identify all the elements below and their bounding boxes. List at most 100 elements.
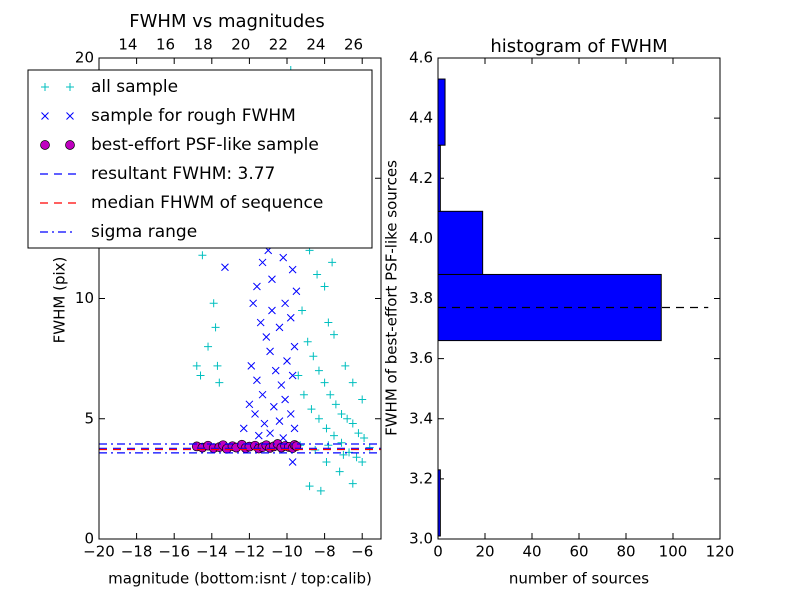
legend-label: best-effort PSF-like sample	[91, 135, 319, 155]
point	[339, 450, 348, 459]
legend-label: median FHWM of sequence	[91, 193, 323, 213]
point	[322, 458, 331, 467]
point	[320, 378, 329, 387]
point	[269, 402, 278, 411]
point	[211, 323, 220, 332]
y-tick-label: 3.6	[409, 349, 433, 367]
point	[275, 417, 284, 426]
point	[314, 414, 323, 423]
point	[286, 410, 295, 418]
point	[286, 313, 295, 322]
legend-box	[27, 69, 373, 249]
top-tick-label: 14	[118, 36, 137, 54]
point	[358, 458, 367, 467]
top-tick-label: 24	[306, 36, 325, 54]
y-tick-label: 4.4	[409, 109, 433, 127]
y-axis-label: FWHM of best-effort PSF-like sources	[383, 160, 401, 436]
x-tick-label: −18	[121, 543, 153, 561]
chart-title: histogram of FWHM	[490, 36, 667, 57]
point	[330, 330, 338, 339]
y-tick-label: 4.0	[409, 229, 433, 247]
legend-label: sample for rough FWHM	[91, 106, 296, 126]
legend-marker	[66, 112, 74, 120]
point	[335, 467, 344, 476]
point	[283, 357, 291, 365]
point	[271, 366, 280, 375]
bar	[437, 273, 662, 342]
point	[322, 424, 331, 433]
x-tick-label: −10	[271, 543, 303, 561]
point	[247, 361, 256, 370]
point	[298, 306, 307, 315]
x-tick-label: 120	[706, 543, 735, 561]
point	[343, 414, 352, 423]
point	[266, 347, 274, 356]
point	[268, 275, 276, 284]
point	[256, 318, 265, 327]
y-tick-label: 5	[84, 409, 94, 427]
bar	[437, 210, 484, 275]
x-tick-label: −8	[314, 543, 336, 561]
point	[341, 361, 350, 370]
y-tick-label: 4.2	[409, 169, 433, 187]
legend-label: resultant FWHM: 3.77	[91, 164, 275, 184]
point	[360, 433, 369, 442]
point	[328, 258, 337, 267]
point	[288, 265, 297, 274]
top-tick-label: 22	[269, 36, 288, 54]
point	[268, 306, 276, 315]
x-tick-label: −14	[196, 543, 228, 561]
point	[266, 429, 274, 438]
point	[196, 371, 205, 380]
point	[330, 431, 338, 440]
y-tick-label: 20	[75, 49, 94, 67]
legend: all sample sample for rough FWHM best-effo…	[27, 69, 373, 249]
point	[348, 419, 357, 428]
y-tick-label: 3.4	[409, 409, 433, 427]
point	[331, 400, 340, 409]
point	[337, 438, 346, 447]
point	[281, 299, 289, 308]
axes-frame	[437, 57, 721, 540]
axes-frame	[98, 57, 382, 540]
point	[290, 342, 299, 351]
point	[352, 453, 361, 462]
point	[251, 410, 259, 418]
point	[299, 390, 308, 399]
point	[281, 395, 289, 404]
legend-marker	[65, 140, 75, 150]
point	[254, 431, 263, 440]
chart-title: FWHM vs magnitudes	[129, 11, 324, 32]
x-tick-label: 80	[616, 543, 635, 561]
point	[305, 482, 314, 491]
point	[258, 258, 267, 267]
point	[245, 400, 254, 409]
x-tick-label: 100	[659, 543, 688, 561]
y-tick-label: 0	[84, 530, 94, 548]
y-axis-label: FWHM (pix)	[51, 257, 69, 344]
point	[239, 424, 248, 433]
y-tick-label: 3.2	[409, 469, 433, 487]
legend-marker	[41, 112, 49, 120]
y-tick-label: 4.6	[409, 49, 433, 67]
point	[365, 443, 374, 452]
point	[279, 253, 288, 262]
y-tick-label: 10	[75, 289, 94, 307]
point	[221, 263, 229, 272]
point	[313, 270, 322, 279]
bar	[437, 78, 446, 146]
point	[253, 282, 261, 291]
x-tick-label: 40	[522, 543, 541, 561]
point	[277, 381, 286, 389]
point	[358, 395, 367, 404]
x-tick-label: 20	[475, 543, 494, 561]
point	[307, 405, 316, 414]
point	[192, 361, 201, 370]
point	[303, 337, 312, 346]
point	[348, 378, 357, 387]
point	[279, 434, 288, 442]
x-axis-label: magnitude (bottom:isnt / top:calib)	[108, 570, 372, 588]
point	[294, 371, 303, 380]
point	[292, 287, 301, 296]
